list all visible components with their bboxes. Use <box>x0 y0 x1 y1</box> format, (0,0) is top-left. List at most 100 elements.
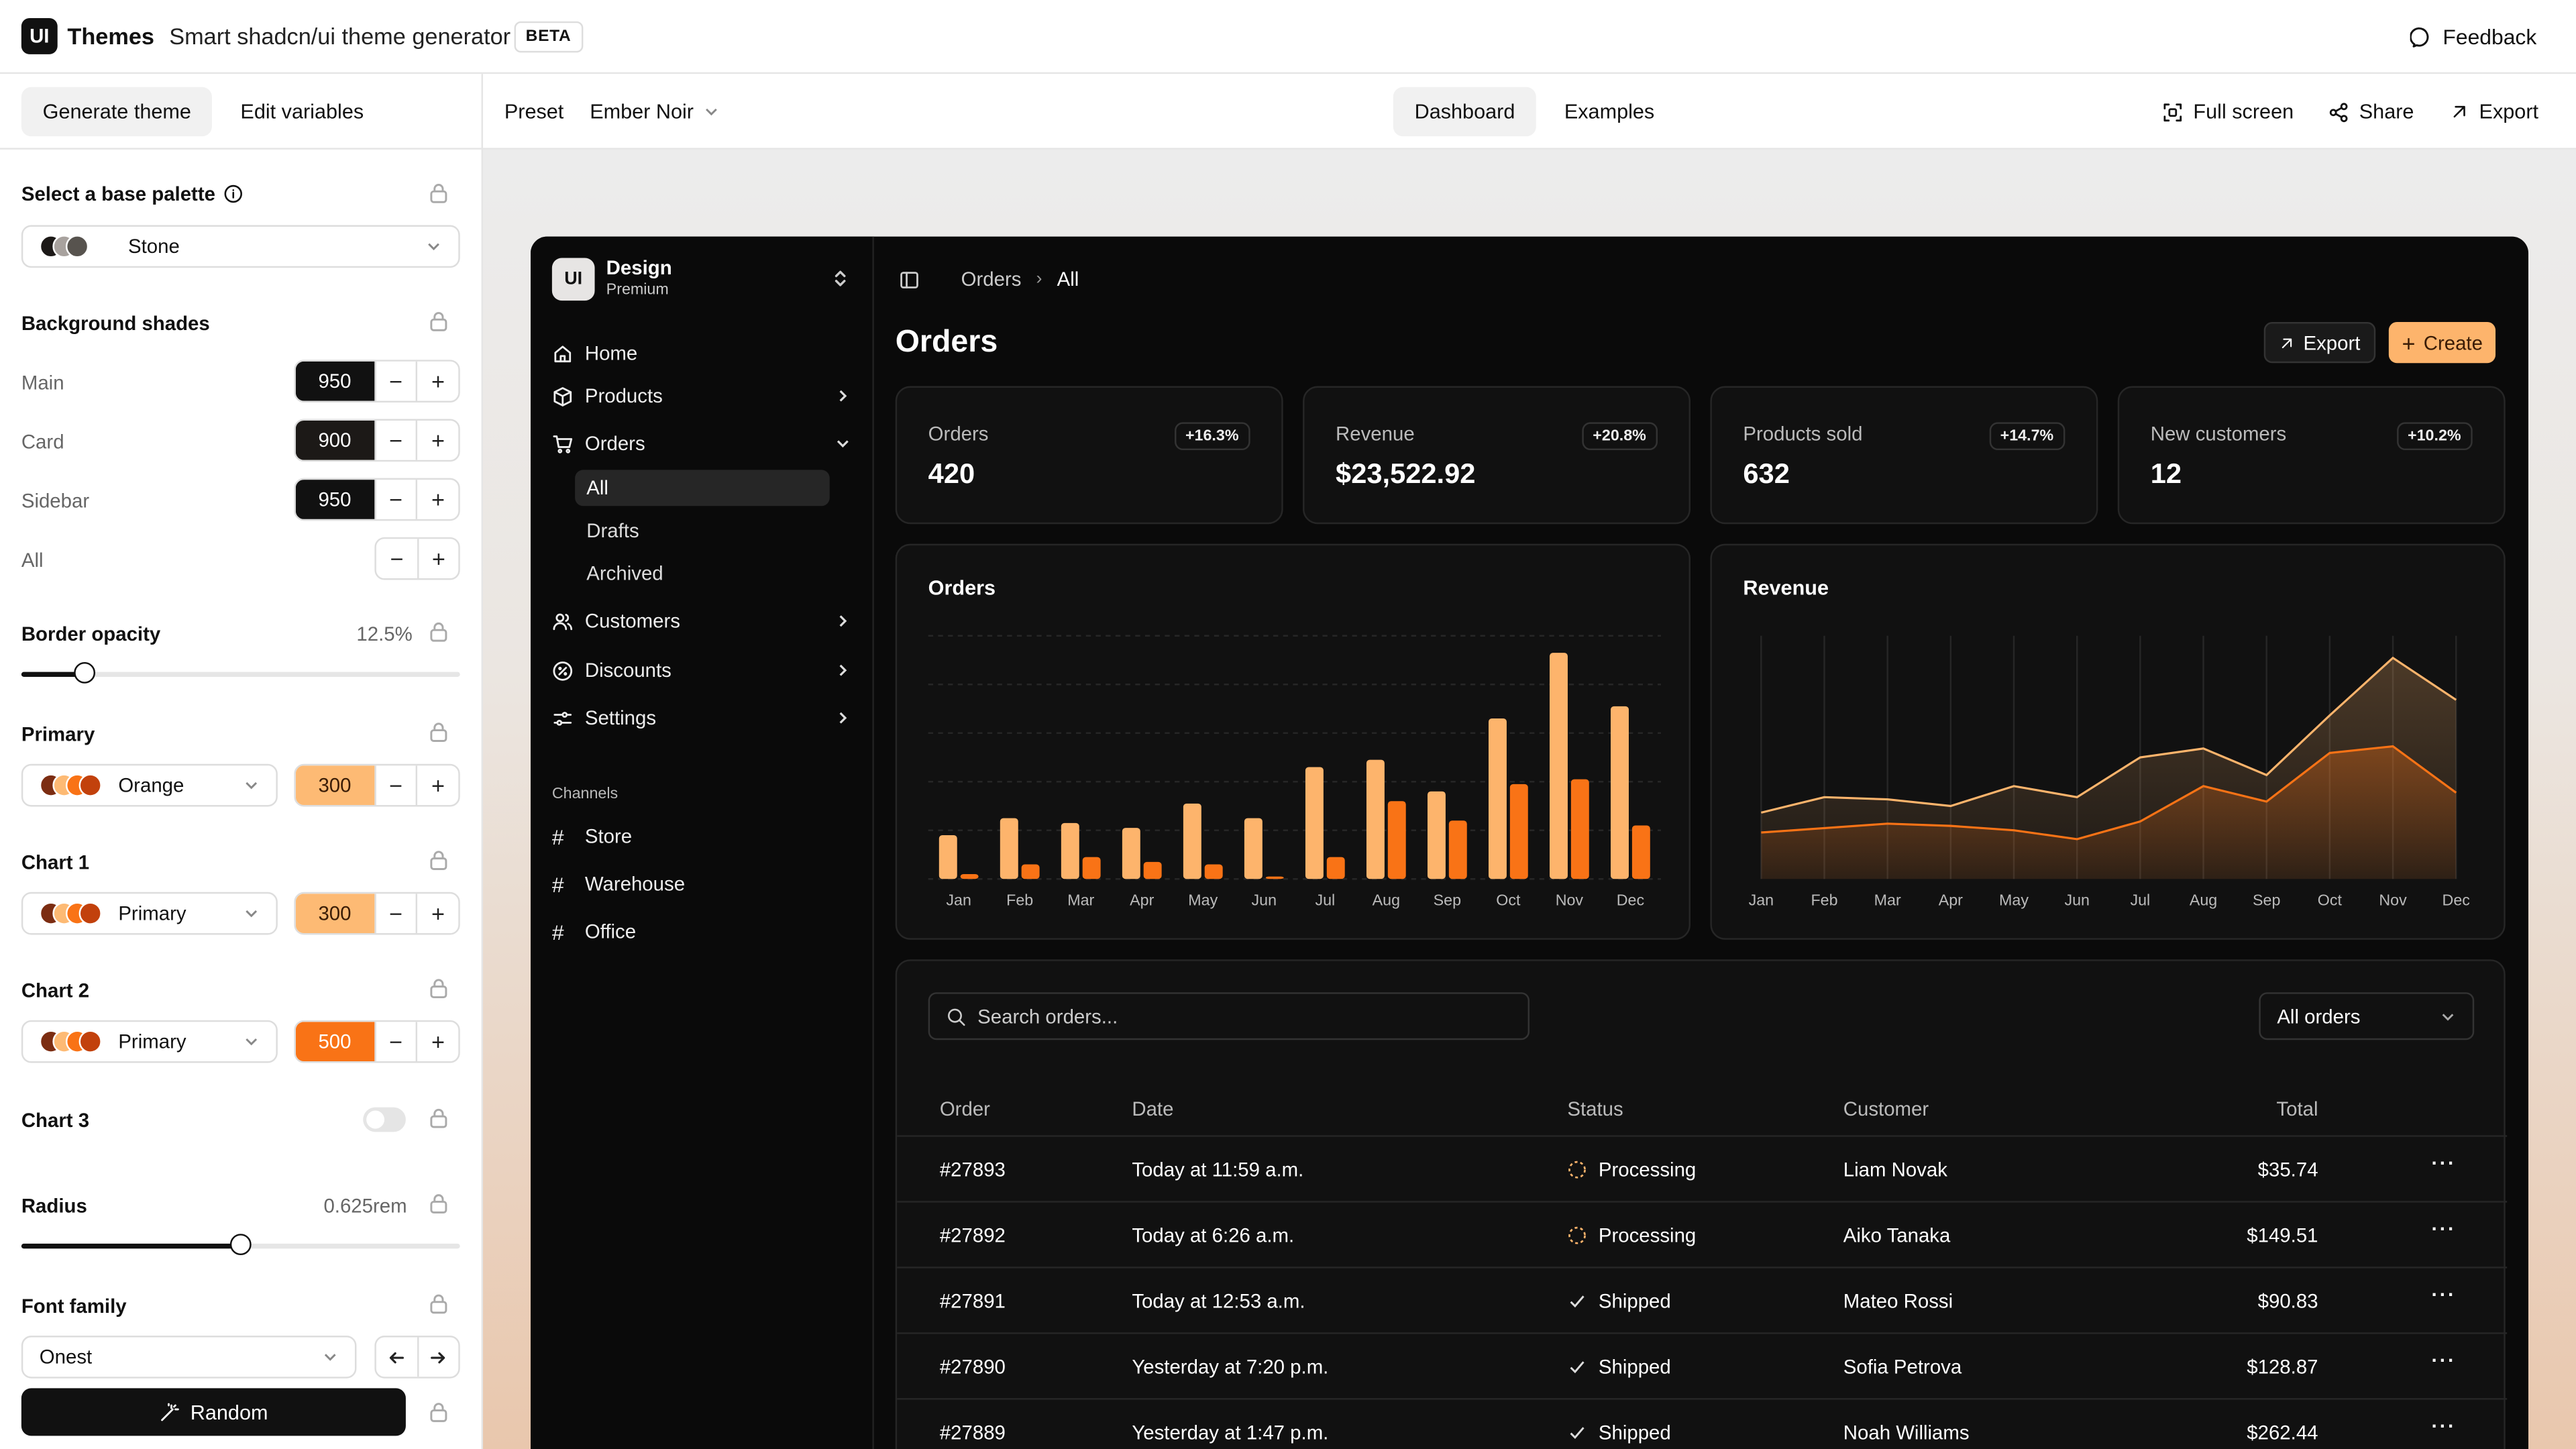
nav-orders-drafts[interactable]: Drafts <box>586 519 639 543</box>
bar[interactable] <box>1183 803 1201 879</box>
decrement-button[interactable]: − <box>374 765 416 806</box>
chart2-shade-stepper[interactable]: 500 − + <box>294 1020 460 1063</box>
increment-button[interactable]: + <box>416 1022 458 1062</box>
search-orders-input[interactable]: Search orders... <box>928 992 1530 1040</box>
column-header[interactable]: Total <box>2276 1097 2318 1121</box>
next-font-button[interactable] <box>417 1337 458 1377</box>
decrement-button[interactable]: − <box>374 1022 416 1062</box>
decrement-button[interactable]: − <box>374 894 416 934</box>
bar[interactable] <box>1570 779 1589 879</box>
bar[interactable] <box>1061 822 1079 879</box>
series-line[interactable] <box>1761 745 2457 841</box>
shade-main-stepper[interactable]: 950 − + <box>294 360 460 403</box>
increment-button[interactable]: + <box>416 420 458 460</box>
primary-select[interactable]: Orange <box>21 763 278 807</box>
nav-discounts[interactable]: Discounts <box>552 652 851 688</box>
sidebar-toggle-icon[interactable] <box>899 270 920 291</box>
lock-icon[interactable] <box>429 849 448 871</box>
bar[interactable] <box>1448 820 1467 879</box>
chevrons-up-down-icon[interactable] <box>831 268 849 289</box>
order-id[interactable]: #27892 <box>939 1224 1006 1247</box>
info-icon[interactable] <box>223 184 243 203</box>
table-row[interactable]: #27893 Today at 11:59 a.m. Processing Liam … <box>897 1135 2508 1201</box>
lock-icon[interactable] <box>429 182 448 204</box>
shade-value[interactable]: 950 <box>295 480 374 519</box>
full-screen-button[interactable]: Full screen <box>2162 100 2294 123</box>
preset-select[interactable]: Ember Noir <box>590 100 720 123</box>
decrement-button[interactable]: − <box>374 420 416 460</box>
chart1-select[interactable]: Primary <box>21 892 278 935</box>
create-button[interactable]: + Create <box>2388 322 2496 364</box>
order-id[interactable]: #27889 <box>939 1421 1006 1444</box>
shade-value[interactable]: 300 <box>295 765 374 806</box>
lock-icon[interactable] <box>429 311 448 332</box>
border-opacity-slider[interactable] <box>21 672 460 677</box>
feedback-button[interactable]: Feedback <box>2410 25 2536 49</box>
increment-button[interactable]: + <box>416 894 458 934</box>
random-button[interactable]: Random <box>21 1388 406 1436</box>
breadcrumb-item[interactable]: Orders <box>961 268 1022 291</box>
bar[interactable] <box>1305 767 1324 879</box>
channel-office[interactable]: # Office <box>552 914 851 950</box>
chart1-shade-stepper[interactable]: 300 − + <box>294 892 460 935</box>
bar[interactable] <box>1122 828 1140 879</box>
increment-button[interactable]: + <box>416 765 458 806</box>
lock-icon[interactable] <box>429 621 448 643</box>
team-logo[interactable]: UI <box>551 258 595 301</box>
prev-font-button[interactable] <box>376 1337 417 1377</box>
export-button[interactable]: Export <box>2263 322 2375 364</box>
lock-icon[interactable] <box>429 977 448 999</box>
nav-products[interactable]: Products <box>552 378 851 414</box>
bar[interactable] <box>1427 791 1446 879</box>
tab-edit-variables[interactable]: Edit variables <box>240 100 364 123</box>
font-family-select[interactable]: Onest <box>21 1336 357 1379</box>
shade-value[interactable]: 900 <box>295 420 374 460</box>
team-name[interactable]: Design <box>606 256 672 280</box>
app-name[interactable]: Themes <box>67 23 155 50</box>
bar[interactable] <box>1509 784 1528 879</box>
nav-customers[interactable]: Customers <box>552 603 851 639</box>
bar[interactable] <box>1265 876 1284 879</box>
bar[interactable] <box>1244 818 1263 879</box>
primary-shade-stepper[interactable]: 300 − + <box>294 763 460 807</box>
decrement-button[interactable]: − <box>390 545 404 572</box>
nav-orders-archived[interactable]: Archived <box>586 561 663 585</box>
column-header[interactable]: Order <box>939 1097 990 1121</box>
series-line[interactable] <box>1760 656 2457 814</box>
increment-button[interactable]: + <box>416 480 458 519</box>
chart2-select[interactable]: Primary <box>21 1020 278 1063</box>
bar[interactable] <box>1000 818 1018 879</box>
more-actions-icon[interactable]: ··· <box>2431 1414 2457 1438</box>
bar[interactable] <box>1082 857 1101 879</box>
lock-icon[interactable] <box>429 1108 448 1129</box>
lock-icon[interactable] <box>429 1193 448 1214</box>
table-row[interactable]: #27889 Yesterday at 1:47 p.m. Shipped Noah … <box>897 1398 2508 1449</box>
tab-dashboard[interactable]: Dashboard <box>1393 87 1537 137</box>
slider-handle[interactable] <box>74 661 96 684</box>
bar[interactable] <box>1550 653 1568 879</box>
channel-store[interactable]: # Store <box>552 818 851 855</box>
nav-orders[interactable]: Orders <box>552 425 851 462</box>
tab-examples[interactable]: Examples <box>1564 100 1655 123</box>
nav-home[interactable]: Home <box>552 335 851 372</box>
decrement-button[interactable]: − <box>374 361 416 401</box>
slider-handle[interactable] <box>229 1234 252 1256</box>
shade-card-stepper[interactable]: 900 − + <box>294 419 460 462</box>
shade-sidebar-stepper[interactable]: 950 − + <box>294 478 460 521</box>
more-actions-icon[interactable]: ··· <box>2431 1217 2457 1240</box>
order-id[interactable]: #27890 <box>939 1355 1006 1379</box>
bar[interactable] <box>938 835 957 879</box>
font-nav-stepper[interactable] <box>374 1336 460 1379</box>
more-actions-icon[interactable]: ··· <box>2431 1283 2457 1306</box>
column-header[interactable]: Date <box>1132 1097 1174 1121</box>
table-row[interactable]: #27891 Today at 12:53 a.m. Shipped Mateo Ro… <box>897 1267 2508 1332</box>
lock-icon[interactable] <box>429 721 448 743</box>
column-header[interactable]: Status <box>1567 1097 1623 1121</box>
column-header[interactable]: Customer <box>1843 1097 1929 1121</box>
export-button[interactable]: Export <box>2449 100 2538 123</box>
bar[interactable] <box>1631 825 1650 879</box>
increment-button[interactable]: + <box>417 539 458 579</box>
app-logo[interactable]: UI <box>21 17 58 54</box>
channel-warehouse[interactable]: # Warehouse <box>552 866 851 902</box>
increment-button[interactable]: + <box>416 361 458 401</box>
